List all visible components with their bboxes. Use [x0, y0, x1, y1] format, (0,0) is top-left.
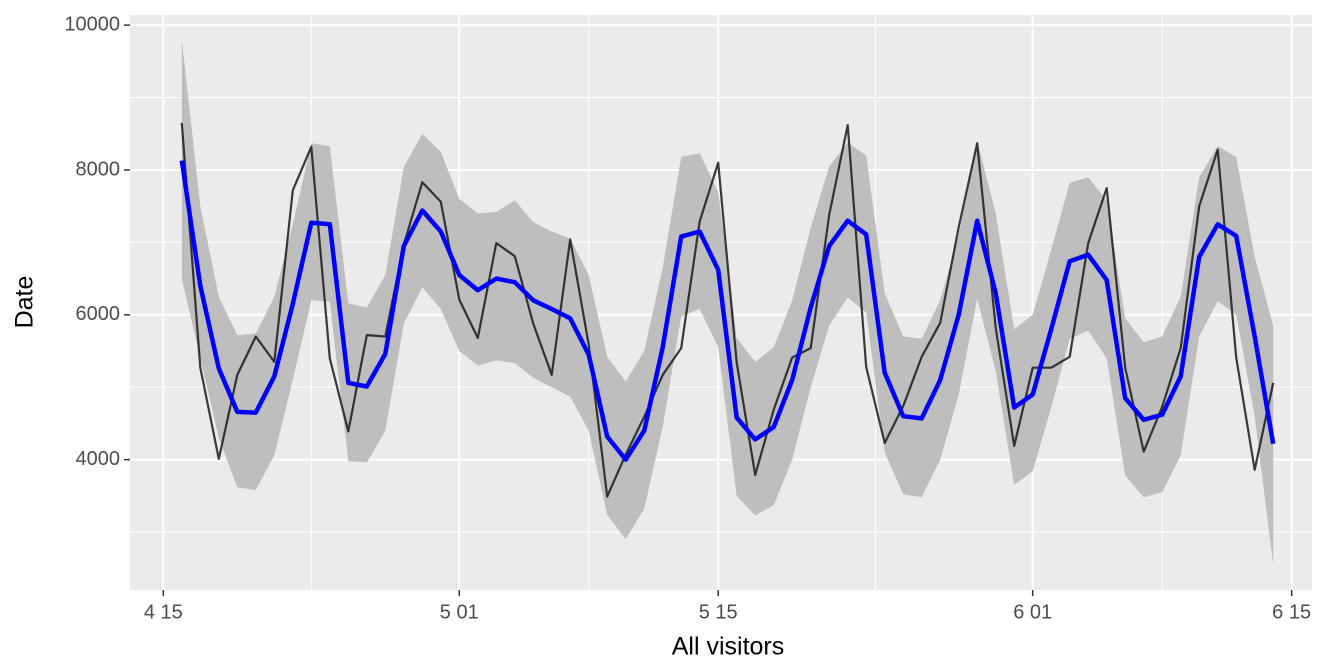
- x-tick-label: 5 01: [440, 601, 479, 623]
- confidence-band: [181, 39, 1274, 565]
- y-tick-label: 6000: [76, 303, 121, 325]
- x-tick-label: 4 15: [144, 601, 183, 623]
- y-tick-label: 10000: [64, 13, 120, 35]
- y-tick-label: 4000: [76, 448, 121, 470]
- x-tick-label: 6 01: [1013, 601, 1052, 623]
- series-line: [180, 122, 1275, 498]
- y-axis-title: Date: [11, 276, 39, 329]
- series-line: [179, 160, 1276, 462]
- x-axis-title: All visitors: [672, 633, 785, 661]
- x-tick-label: 6 15: [1272, 601, 1311, 623]
- x-tick-label: 5 15: [699, 601, 738, 623]
- y-tick-label: 8000: [76, 158, 121, 180]
